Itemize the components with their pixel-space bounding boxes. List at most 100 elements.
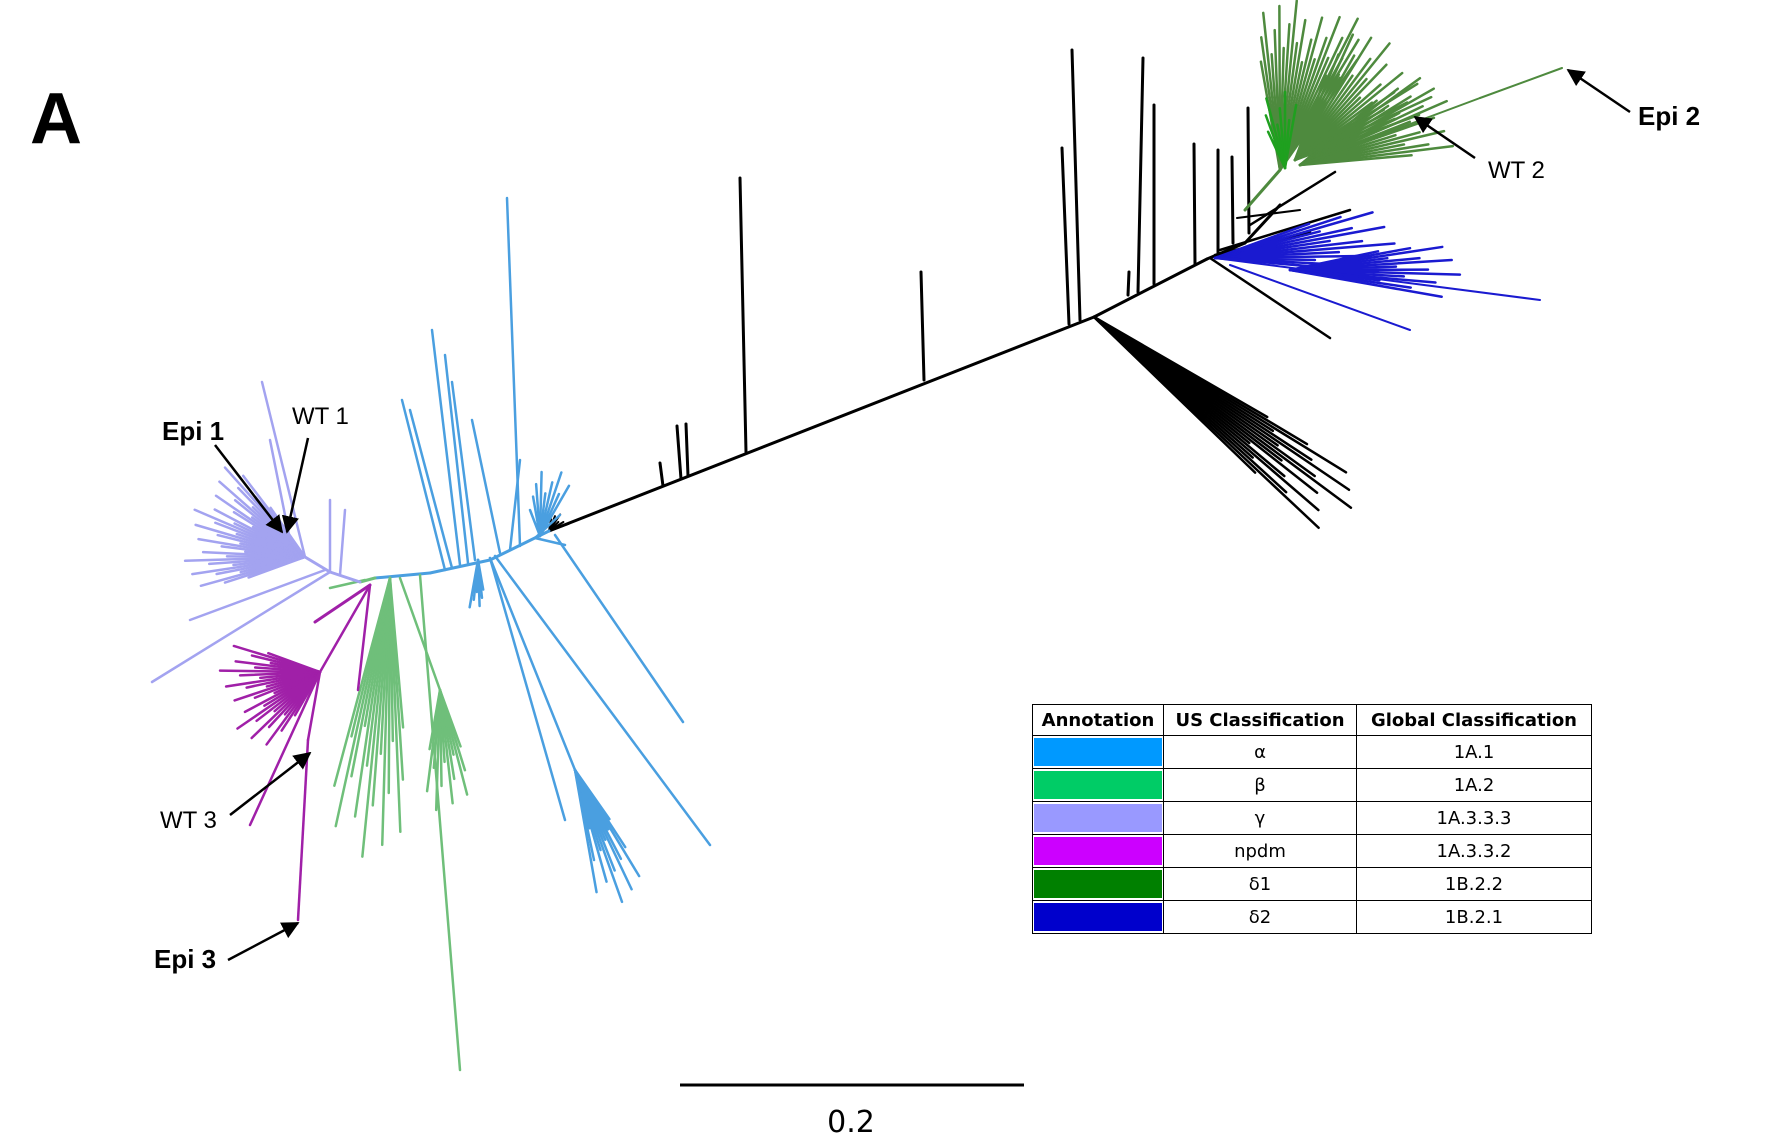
alpha-branch [428,558,492,575]
legend-header-us: US Classification [1163,704,1357,736]
epi1-arrow [214,444,284,534]
backbone-branch [547,315,1096,533]
classification-legend-table: Annotation US Classification Global Clas… [1032,704,1592,934]
npdm-branch [318,583,372,674]
epi2-arrow [1566,68,1631,114]
alpha-branch [573,768,598,894]
alpha-branch [450,380,477,562]
legend-global-class: 1A.3.3.2 [1356,834,1592,868]
alpha-branch [538,484,571,538]
legend-us-class: δ1 [1163,867,1357,901]
backbone-branch [684,422,690,478]
backbone-branch [1136,56,1145,294]
legend-row-delta1: δ1 1B.2.2 [1032,867,1592,901]
delta1-branch [1283,103,1298,170]
backbone-branch [1060,146,1071,326]
delta1-branch [1298,153,1413,167]
alpha-branch [468,558,480,609]
npdm-branch [356,583,372,692]
legend-row-beta: β 1A.2 [1032,768,1592,802]
gamma-branch [150,570,332,684]
backbone-branch [1092,315,1257,474]
beta-branch [333,576,392,787]
epi3-arrow [227,921,300,962]
npdm-branch [296,738,310,922]
epi1-label: Epi 1 [162,416,224,446]
delta2-branch [1214,257,1541,301]
gamma-branch [328,570,362,584]
legend-global-class: 1B.2.2 [1356,867,1592,901]
backbone-branch [1218,208,1352,252]
npdm-branch [313,583,372,624]
legend-us-class: β [1163,768,1357,802]
beta-branch [418,573,462,1072]
alpha-branch [408,408,454,570]
wt3-arrow [229,751,312,816]
legend-swatch-delta2 [1034,903,1162,931]
backbone-branch [1092,257,1209,319]
delta1-branch [1299,97,1481,166]
delta2-branch [1288,268,1443,298]
scale-bar-label: 0.2 [827,1105,875,1136]
legend-swatch-gamma [1034,804,1162,832]
alpha-branch [470,418,502,555]
backbone-branch [1070,48,1082,322]
backbone-branch [1246,106,1251,235]
alpha-branch [488,556,577,772]
backbone-branch [548,522,570,532]
backbone-branch [675,424,683,481]
backbone-branch [919,270,926,382]
alpha-branch [443,353,470,565]
annotation-arrows [214,68,1631,962]
delta1-branch [1243,168,1282,212]
legend-row-npdm: npdm 1A.3.3.2 [1032,834,1592,868]
npdm-branch [306,670,322,742]
backbone-branch [1205,241,1247,261]
alpha-branch [373,571,432,580]
gamma-branch [338,508,347,577]
legend-swatch-delta1 [1034,870,1162,898]
alpha-branch [430,328,462,567]
legend-header-global: Global Classification [1356,704,1592,736]
legend-us-class: α [1163,735,1357,769]
legend-row-delta2: δ2 1B.2.1 [1032,900,1592,934]
beta-branch [428,688,442,751]
legend-global-class: 1B.2.1 [1356,900,1592,934]
alpha-branch [508,458,522,552]
alpha-branch [505,196,522,548]
legend-row-alpha: α 1A.1 [1032,735,1592,769]
panel-label: A [30,79,82,159]
gamma-branch [303,555,332,574]
wt1-arrow [281,437,310,534]
wt3-label: WT 3 [160,807,217,834]
legend-header-annotation: Annotation [1032,704,1164,736]
legend-header-row: Annotation US Classification Global Clas… [1032,704,1592,736]
epi3-label: Epi 3 [154,944,216,974]
legend-us-class: γ [1163,801,1357,835]
wt2-arrow [1413,115,1476,160]
delta2-branch [1229,264,1411,331]
legend-us-class: δ2 [1163,900,1357,934]
backbone-branch [658,461,665,488]
backbone-branch [738,176,748,454]
backbone-branch [1192,142,1197,266]
legend-global-class: 1A.1 [1356,735,1592,769]
wt2-label: WT 2 [1488,157,1545,184]
npdm-branch [248,670,322,827]
delta1-branch [1479,67,1563,99]
alpha-branch [488,556,567,822]
legend-global-class: 1A.2 [1356,768,1592,802]
legend-swatch-alpha [1034,738,1162,766]
legend-swatch-npdm [1034,837,1162,865]
backbone-branch [1208,256,1332,340]
epi2-label: Epi 2 [1638,101,1700,131]
backbone-branch [1248,170,1337,227]
alpha-branch [553,533,685,724]
tree-branches [150,0,1563,1072]
gamma-branch [188,568,327,622]
legend-us-class: npdm [1163,834,1357,868]
backbone-branch [1230,155,1235,245]
alpha-branch [493,554,712,847]
